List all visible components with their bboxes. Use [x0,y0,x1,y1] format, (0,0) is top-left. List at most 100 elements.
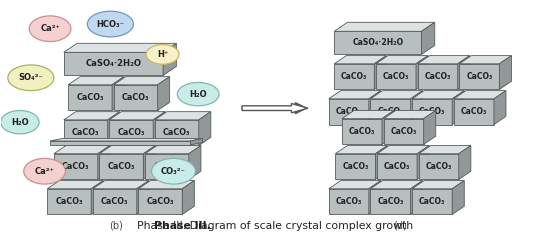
Polygon shape [416,56,428,90]
Text: CaCO₃: CaCO₃ [466,72,493,81]
Text: CaCO₃: CaCO₃ [419,107,446,116]
Polygon shape [412,99,452,125]
Text: CaCO₃: CaCO₃ [147,197,174,206]
Text: HCO₃⁻: HCO₃⁻ [96,20,124,29]
Polygon shape [410,180,422,215]
Polygon shape [98,145,110,179]
Polygon shape [371,180,422,189]
Polygon shape [139,189,182,215]
Polygon shape [47,189,91,215]
Polygon shape [412,180,464,189]
Ellipse shape [146,45,179,64]
Text: CaCO₃: CaCO₃ [349,127,375,136]
Ellipse shape [1,110,39,134]
Text: H₂O: H₂O [189,90,207,99]
Polygon shape [410,91,422,125]
Text: CaCO₃: CaCO₃ [163,128,190,137]
Polygon shape [419,154,459,179]
Text: CaCO₃: CaCO₃ [383,72,409,81]
Polygon shape [54,154,98,179]
Text: CaCO₃: CaCO₃ [461,107,487,116]
Polygon shape [112,77,124,110]
Polygon shape [342,110,394,119]
Polygon shape [199,112,211,145]
Text: CaCO₃: CaCO₃ [384,162,410,171]
Polygon shape [93,189,137,215]
Polygon shape [50,138,202,141]
Text: CaCO₃: CaCO₃ [336,197,362,206]
Polygon shape [334,56,386,64]
Polygon shape [417,64,458,90]
Polygon shape [499,56,512,90]
Text: CaCO₃: CaCO₃ [342,162,369,171]
Polygon shape [417,145,429,179]
Text: CaCO₃: CaCO₃ [122,93,150,102]
Text: Ca²⁺: Ca²⁺ [40,24,60,33]
Polygon shape [459,145,471,179]
Text: CaCO₃: CaCO₃ [62,162,90,171]
Polygon shape [91,180,103,215]
Polygon shape [153,112,166,145]
Polygon shape [114,85,158,110]
Polygon shape [158,77,169,110]
Polygon shape [383,110,436,119]
Ellipse shape [24,158,65,184]
Polygon shape [109,120,153,145]
Polygon shape [64,120,108,145]
Text: CaCO₃: CaCO₃ [377,197,404,206]
Text: CaCO₃: CaCO₃ [101,197,129,206]
Polygon shape [371,99,410,125]
Polygon shape [369,180,381,215]
Polygon shape [375,56,386,90]
Text: (d): (d) [393,221,407,231]
Text: Phase III. Diagram of scale crystal complex growth: Phase III. Diagram of scale crystal comp… [137,221,413,231]
Polygon shape [182,180,194,215]
Polygon shape [458,56,470,90]
Text: CaCO₃: CaCO₃ [118,128,145,137]
Polygon shape [371,189,410,215]
Text: CaCO₃: CaCO₃ [336,107,362,116]
Text: CaCO₃: CaCO₃ [426,162,452,171]
Polygon shape [459,64,499,90]
Polygon shape [329,180,381,189]
Polygon shape [189,145,201,179]
Polygon shape [155,112,211,120]
Text: (a): (a) [120,155,134,164]
Polygon shape [47,180,103,189]
Text: H₂O: H₂O [11,118,29,127]
Text: SO₄²⁻: SO₄²⁻ [19,73,43,82]
Ellipse shape [177,82,219,106]
Polygon shape [190,138,202,145]
Text: CaCO₃: CaCO₃ [419,197,446,206]
Polygon shape [50,141,190,145]
Polygon shape [412,91,464,99]
Text: CO₃²⁻: CO₃²⁻ [161,167,186,176]
Polygon shape [421,22,434,55]
Polygon shape [64,112,120,120]
Polygon shape [412,189,452,215]
Polygon shape [459,56,512,64]
Text: CaCO₃: CaCO₃ [153,162,180,171]
Polygon shape [376,64,416,90]
Text: CaCO₃: CaCO₃ [341,72,367,81]
Text: CaSO₄·2H₂O: CaSO₄·2H₂O [85,59,141,68]
Text: (b): (b) [109,221,123,231]
Polygon shape [342,119,382,144]
Text: CaCO₃: CaCO₃ [108,162,135,171]
Polygon shape [417,56,470,64]
Text: CaCO₃: CaCO₃ [390,127,417,136]
Polygon shape [377,154,417,179]
Text: CaCO₃: CaCO₃ [72,128,100,137]
Text: CaCO₃: CaCO₃ [377,107,404,116]
Text: CaCO₃: CaCO₃ [425,72,451,81]
Polygon shape [329,91,381,99]
Polygon shape [452,91,464,125]
Polygon shape [155,120,199,145]
Polygon shape [145,145,201,154]
Text: CaCO₃: CaCO₃ [56,197,83,206]
Text: CaCO₃: CaCO₃ [76,93,104,102]
Text: H⁺: H⁺ [157,50,168,59]
Polygon shape [145,154,189,179]
Polygon shape [100,145,156,154]
Polygon shape [336,154,376,179]
